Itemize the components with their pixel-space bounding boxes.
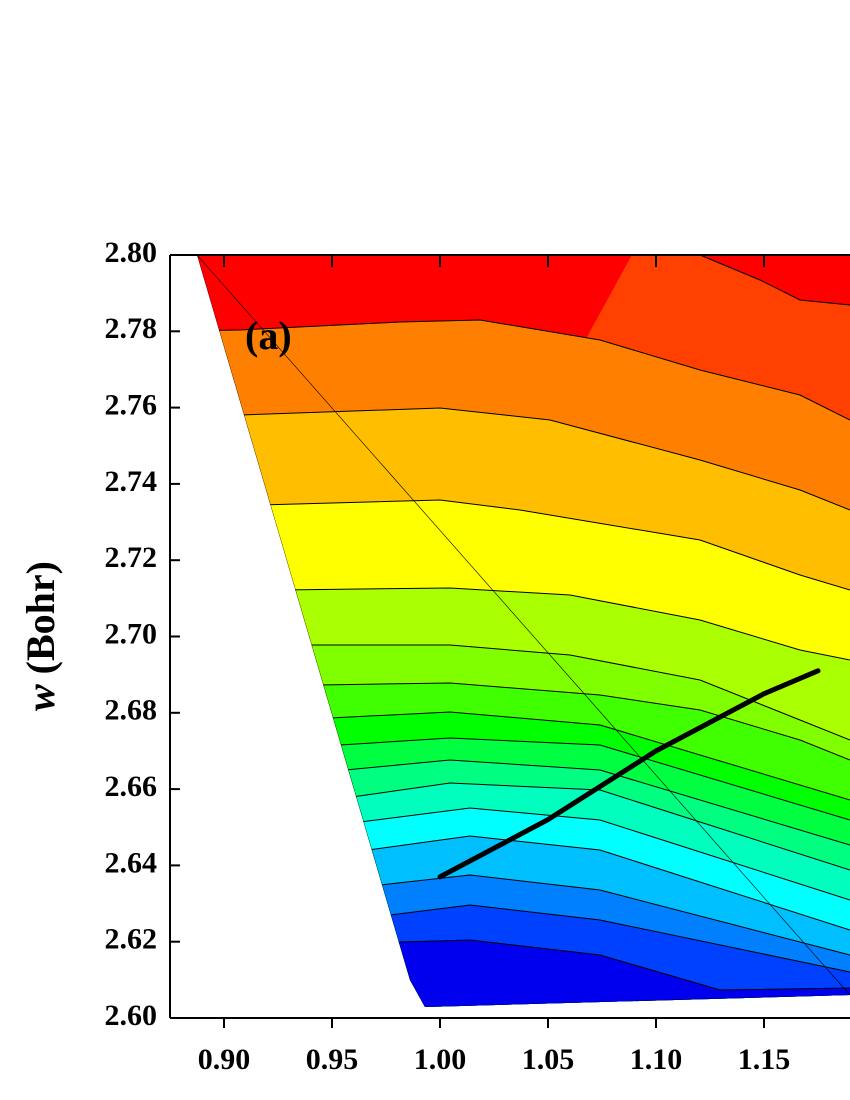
annotation: (a) <box>245 313 292 358</box>
y-tick-label: 2.74 <box>105 465 158 498</box>
y-tick-label: 2.60 <box>105 999 158 1032</box>
y-tick-label: 2.64 <box>105 846 158 879</box>
contour-line <box>197 319 850 421</box>
contour-line <box>639 255 850 306</box>
y-tick-label: 2.66 <box>105 770 158 803</box>
y-tick-label: 2.80 <box>105 236 158 269</box>
domain-edge <box>197 255 850 1007</box>
x-tick-label: 1.05 <box>522 1043 575 1076</box>
y-tick-label: 2.68 <box>105 694 158 727</box>
y-tick-label: 2.72 <box>105 541 158 574</box>
y-label-symbol: w <box>18 684 63 711</box>
x-tick-label: 1.15 <box>738 1043 791 1076</box>
y-label-unit: (Bohr) <box>18 561 63 674</box>
x-tick-label: 0.90 <box>198 1043 251 1076</box>
x-tick-label: 1.10 <box>630 1043 683 1076</box>
x-tick-label: 1.00 <box>414 1043 467 1076</box>
y-tick-label: 2.62 <box>105 923 158 956</box>
x-tick-label: 0.95 <box>306 1043 359 1076</box>
y-tick-label: 2.76 <box>105 388 158 421</box>
data-line <box>437 668 821 880</box>
y-axis-label: w (Bohr) <box>18 561 63 711</box>
y-tick-label: 2.70 <box>105 617 158 650</box>
y-tick-label: 2.78 <box>105 312 158 345</box>
contour-fill <box>197 255 850 1007</box>
